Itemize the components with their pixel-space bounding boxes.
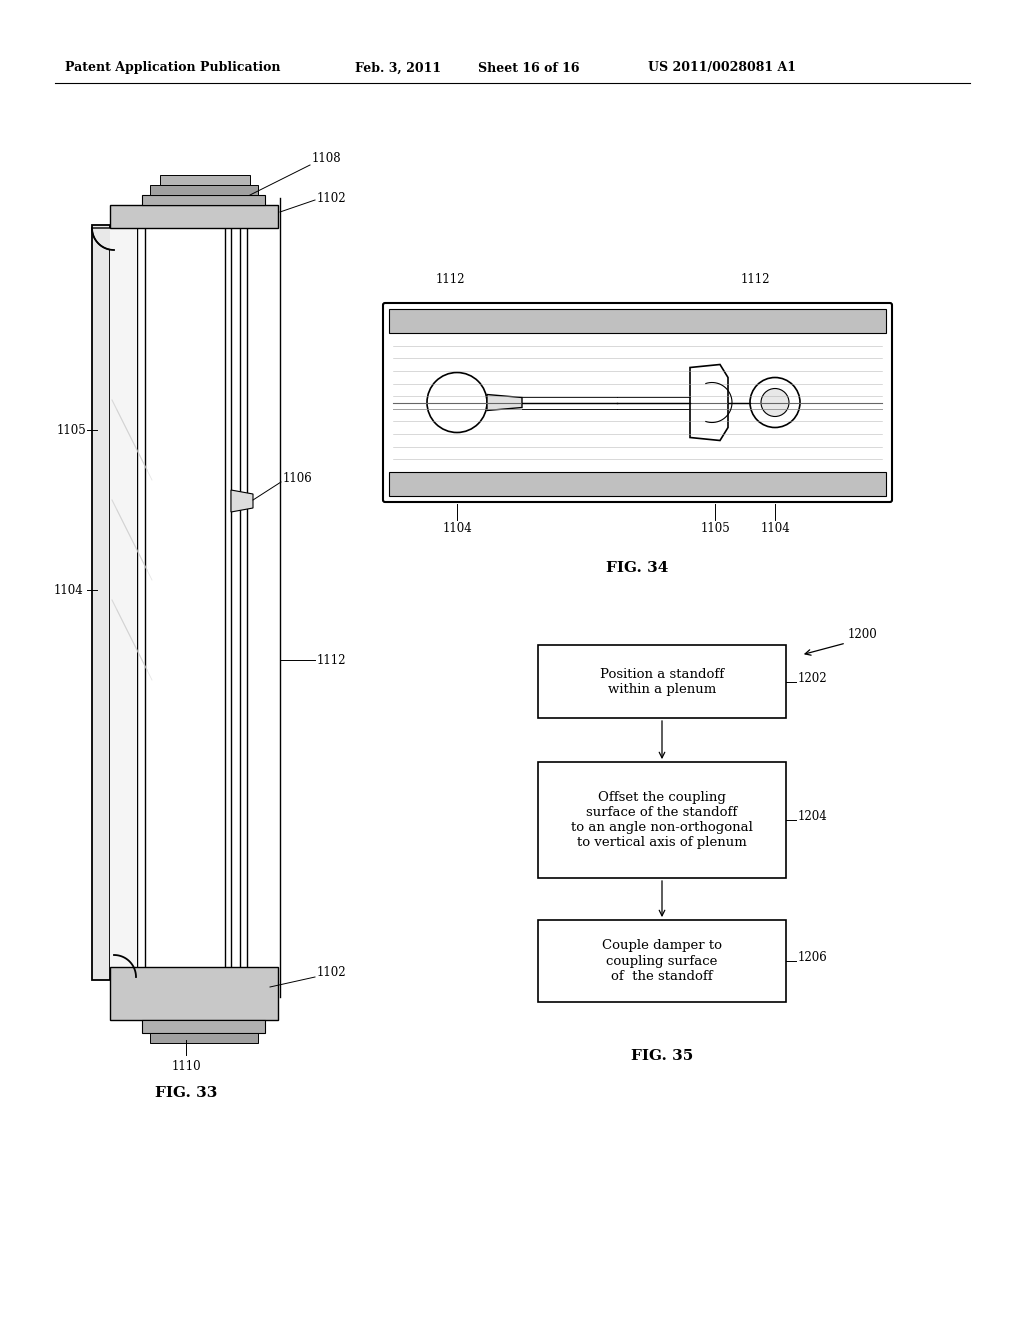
Text: 1104: 1104 [760, 521, 790, 535]
Text: Feb. 3, 2011: Feb. 3, 2011 [355, 62, 441, 74]
Text: 1200: 1200 [848, 628, 878, 642]
FancyBboxPatch shape [383, 304, 892, 502]
Text: 1206: 1206 [798, 950, 827, 964]
Polygon shape [150, 1034, 258, 1043]
Text: Position a standoff
within a plenum: Position a standoff within a plenum [600, 668, 724, 696]
Text: Patent Application Publication: Patent Application Publication [65, 62, 281, 74]
Text: 1102: 1102 [317, 966, 347, 979]
Text: 1106: 1106 [283, 471, 312, 484]
Polygon shape [142, 1020, 265, 1034]
Circle shape [761, 388, 790, 417]
Polygon shape [389, 309, 886, 333]
Text: 1104: 1104 [442, 521, 472, 535]
Text: US 2011/0028081 A1: US 2011/0028081 A1 [648, 62, 796, 74]
Text: 1108: 1108 [312, 152, 342, 165]
Polygon shape [160, 176, 250, 185]
Polygon shape [538, 920, 786, 1002]
Text: 1204: 1204 [798, 810, 827, 822]
Polygon shape [110, 228, 137, 987]
Circle shape [750, 378, 800, 428]
Text: 1112: 1112 [435, 273, 465, 286]
Text: Couple damper to
coupling surface
of  the standoff: Couple damper to coupling surface of the… [602, 940, 722, 982]
Text: 1102: 1102 [317, 191, 347, 205]
Polygon shape [110, 968, 278, 1020]
Text: FIG. 35: FIG. 35 [631, 1049, 693, 1063]
Polygon shape [538, 762, 786, 878]
Circle shape [427, 372, 487, 433]
Text: FIG. 33: FIG. 33 [155, 1086, 217, 1100]
Polygon shape [110, 205, 278, 228]
Polygon shape [240, 198, 247, 997]
Polygon shape [690, 364, 728, 441]
Text: 1105: 1105 [57, 424, 87, 437]
Text: 1202: 1202 [798, 672, 827, 685]
Polygon shape [231, 490, 253, 512]
Text: Sheet 16 of 16: Sheet 16 of 16 [478, 62, 580, 74]
Polygon shape [389, 473, 886, 496]
Text: 1105: 1105 [700, 521, 730, 535]
Polygon shape [150, 185, 258, 195]
Polygon shape [137, 209, 145, 987]
Text: 1104: 1104 [54, 583, 84, 597]
Polygon shape [92, 224, 110, 979]
Polygon shape [142, 195, 265, 205]
Text: 1112: 1112 [740, 273, 770, 286]
Text: 1112: 1112 [317, 653, 346, 667]
Polygon shape [538, 645, 786, 718]
Text: FIG. 34: FIG. 34 [606, 561, 669, 576]
Text: 1110: 1110 [171, 1060, 201, 1073]
Polygon shape [92, 228, 114, 249]
Polygon shape [225, 209, 231, 987]
Text: Offset the coupling
surface of the standoff
to an angle non-orthogonal
to vertic: Offset the coupling surface of the stand… [571, 791, 753, 849]
Polygon shape [487, 395, 522, 411]
